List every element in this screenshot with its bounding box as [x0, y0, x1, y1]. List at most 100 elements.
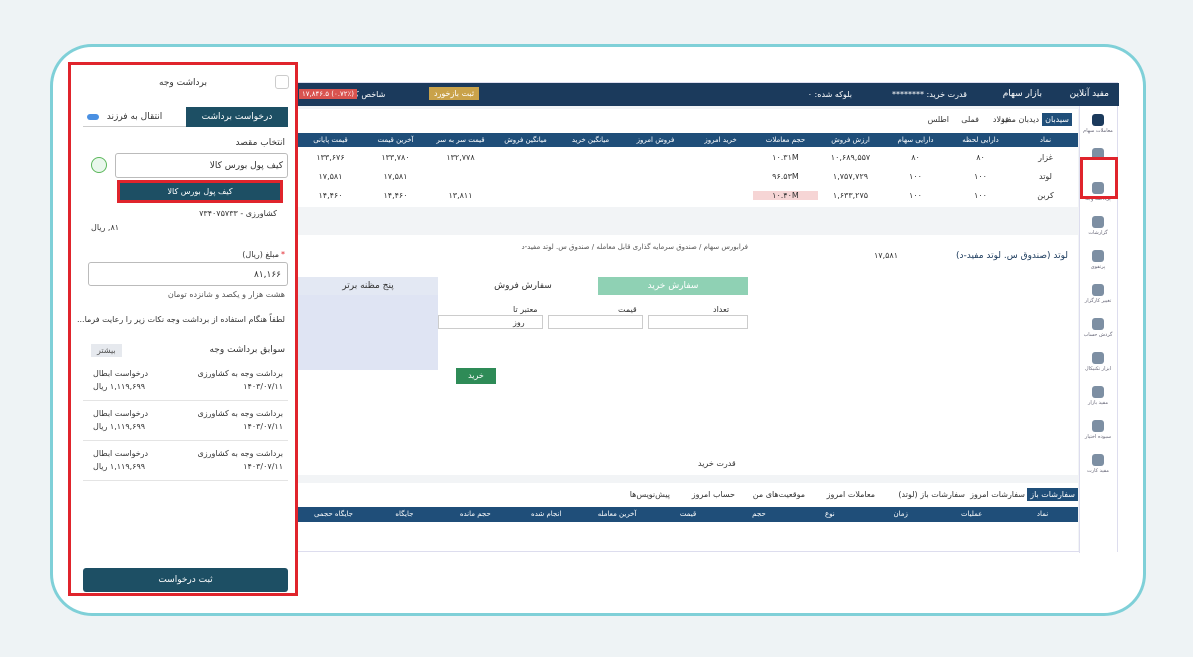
price-input[interactable] — [548, 315, 643, 329]
sidebar-icon[interactable] — [1092, 318, 1104, 330]
watch-cell: ۱۳۳,۶۷۶ — [316, 153, 345, 162]
market[interactable]: بازار سهام — [1002, 89, 1042, 99]
watch-header-cell: حجم معاملات — [765, 136, 806, 144]
bottom-tab[interactable]: حساب امروز — [691, 490, 735, 499]
bottom-tab[interactable]: سفارشات باز (لوتد) — [898, 490, 965, 499]
history-date: ۱۴۰۳/۰۷/۱۱ — [243, 462, 283, 471]
watch-header-cell: آخرین قیمت — [377, 136, 414, 144]
watch-tab[interactable]: سیدبان — [1042, 113, 1072, 126]
watch-cell: ۱۳۲,۷۷۸ — [446, 153, 475, 162]
watch-header-cell: فروش امروز — [636, 136, 675, 144]
tab-other[interactable]: انتقال به فرزند — [83, 107, 186, 127]
sidebar-icon[interactable] — [1092, 182, 1104, 194]
sidebar-icon[interactable] — [1092, 216, 1104, 228]
notice[interactable]: لطفاً هنگام استفاده از برداشت وجه نکات ز… — [76, 315, 285, 324]
symbol: لوتد (صندوق س. لوتد مفید-د) — [955, 251, 1068, 261]
close-btn[interactable] — [275, 75, 289, 89]
sidebar-icon[interactable] — [1092, 420, 1104, 432]
sidebar-icon[interactable] — [1092, 114, 1104, 126]
sidebar-label: پرداخت وجه — [1085, 196, 1111, 202]
watch-cell: ۱۷,۵۸۱ — [318, 172, 343, 181]
watch-header-cell: ارزش فروش — [831, 136, 870, 144]
history-title: سوابق برداشت وجه — [209, 345, 285, 355]
amount-star: * — [281, 250, 285, 259]
add-btn[interactable] — [91, 157, 107, 173]
history-card — [83, 403, 288, 441]
bottom-tab[interactable]: پیش‌نویس‌ها — [629, 490, 670, 499]
day-select[interactable] — [438, 315, 543, 329]
sidebar-label: مفید کارت — [1087, 468, 1109, 474]
watch-tab[interactable]: فملی — [961, 115, 979, 124]
qty-input[interactable] — [648, 315, 748, 329]
dest-value: کیف پول بورس کالا — [209, 161, 283, 171]
symbol-price: ۱۷,۵۸۱ — [873, 251, 898, 260]
index-change: (۰.۷۲٪) ۱۷,۸۴۶.۵ — [299, 89, 357, 99]
watch-cell: کربن — [1037, 191, 1054, 200]
history-amount: ۱,۱۱۹,۶۹۹ ریال — [93, 382, 146, 391]
history-title: برداشت وجه به کشاورزی — [197, 449, 283, 458]
watch-tab[interactable]: فولاد — [992, 115, 1009, 124]
watch-cell: ۱۰۰ — [909, 172, 922, 181]
valid-label: معتبر تا — [513, 305, 538, 314]
amount-label: مبلغ (ریال) — [242, 250, 279, 259]
watch-cell: ۱,۶۳۳,۲۷۵ — [832, 191, 869, 200]
sell-tab[interactable]: سفارش فروش — [494, 281, 552, 291]
watch-cell: ۱۰,۶۸۹,۵۵۷ — [830, 153, 871, 162]
sidebar-label: گردش حساب — [1083, 332, 1113, 338]
option-balance: ۸۱, ریال — [91, 223, 120, 232]
amount-words: هشت هزار و یکصد و شانزده تومان — [167, 290, 285, 299]
watch-cell: غزار — [1038, 153, 1053, 162]
blocked: بلوکه شده: ۰ — [807, 90, 852, 99]
history-title: برداشت وجه به کشاورزی — [197, 369, 283, 378]
feedback-btn[interactable]: ثبت بازخورد — [429, 87, 480, 100]
bottom-tab[interactable]: سفارشات باز — [1027, 488, 1078, 501]
watch-cell: ۱۰۰ — [974, 191, 987, 200]
history-card — [83, 443, 288, 481]
bottom-header-cell: عملیات — [960, 510, 983, 518]
watch-header-cell: خرید امروز — [704, 136, 737, 144]
more-btn[interactable]: بیشتر — [91, 344, 122, 357]
sidebar-icon[interactable] — [1092, 454, 1104, 466]
dest-select[interactable] — [115, 153, 288, 178]
history-amount: ۱,۱۱۹,۶۹۹ ریال — [93, 462, 146, 471]
bottom-header-cell: قیمت — [679, 510, 697, 518]
sidebar-icon[interactable] — [1092, 284, 1104, 296]
watch-cell: ۱۰.۴۰M — [753, 191, 818, 200]
watch-header-cell: میانگین فروش — [504, 136, 547, 144]
history-title: برداشت وجه به کشاورزی — [197, 409, 283, 418]
bottom-tab[interactable]: موقعیت‌های من — [752, 490, 805, 499]
watch-cell: ۱۷,۵۸۱ — [383, 172, 408, 181]
tab-active[interactable]: درخواست برداشت — [186, 107, 288, 127]
bottom-tab[interactable]: سفارشات امروز — [970, 490, 1025, 499]
history-amount: ۱,۱۱۹,۶۹۹ ریال — [93, 422, 146, 431]
history-status: درخواست ابطال — [93, 369, 149, 378]
bottom-header-cell: آخرین معامله — [597, 510, 637, 518]
watch-cell: ۹۶.۵۳M — [772, 172, 799, 181]
buy-btn[interactable]: خرید — [456, 368, 496, 384]
sidebar-icon[interactable] — [1092, 386, 1104, 398]
bottom-header-cell: جایگاه — [395, 510, 414, 518]
watch-tab[interactable]: اطلس — [927, 115, 949, 124]
option-selected[interactable]: کیف پول بورس کالا — [117, 180, 283, 203]
symbol-path: فرابورس سهام / صندوق سرمایه گذاری قابل م… — [521, 243, 749, 251]
sidebar-label: گزارشات — [1088, 230, 1108, 236]
history-status: درخواست ابطال — [93, 409, 149, 418]
watch-tab[interactable]: دیدبان مفید — [1000, 115, 1039, 124]
submit-btn[interactable]: ثبت درخواست — [83, 568, 288, 592]
buy-tab[interactable]: سفارش خرید — [598, 277, 748, 295]
buying-power: قدرت خرید: ******** — [892, 90, 967, 99]
depth-table — [298, 295, 438, 370]
bottom-header-cell: انجام شده — [531, 510, 562, 518]
sidebar-icon[interactable] — [1092, 250, 1104, 262]
bottom-tab[interactable]: معاملات امروز — [826, 490, 875, 499]
withdraw-panel: برداشت وجه درخواست برداشت انتقال به فرزند ا… — [68, 62, 298, 596]
watch-cell: ۱۴,۴۶۰ — [383, 191, 408, 200]
sidebar-icon[interactable] — [1092, 352, 1104, 364]
option-bank[interactable]: کشاورزی - ۷۳۴۰۷۵۷۳۳ — [199, 209, 277, 218]
amount: ۸۱,۱۶۶ — [253, 270, 281, 280]
dest-label: انتخاب مقصد — [235, 138, 285, 148]
watch-header-cell: قیمت پایانی — [313, 136, 348, 144]
amount-input[interactable] — [88, 262, 288, 286]
watch-cell: ۸۰ — [976, 153, 985, 162]
